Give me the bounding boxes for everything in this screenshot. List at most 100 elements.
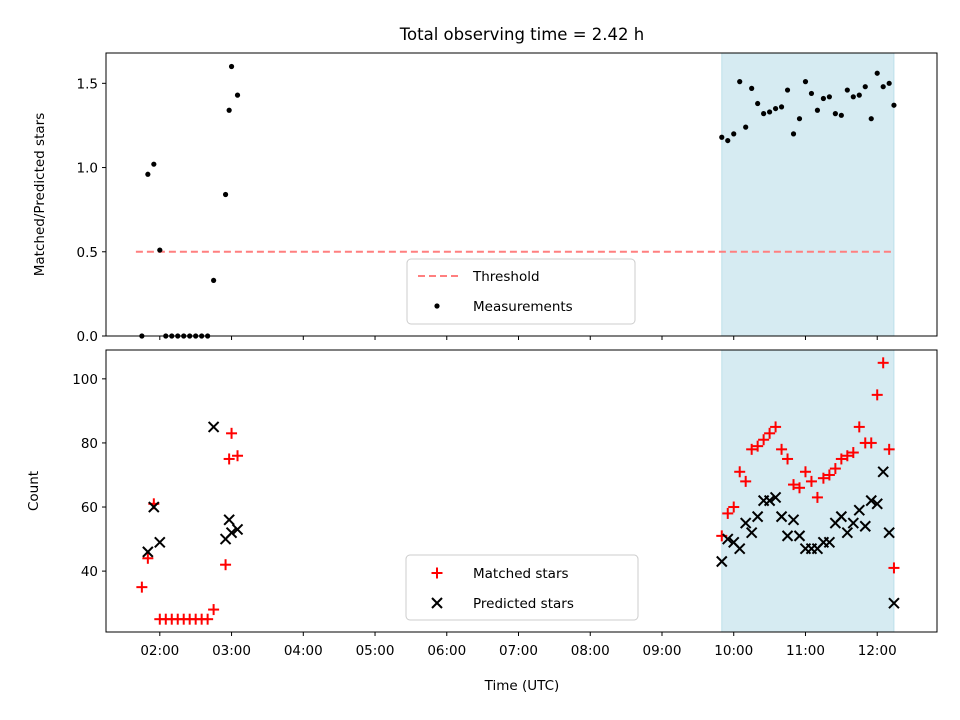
predicted-star-point <box>207 421 220 433</box>
measurement-point <box>808 90 815 97</box>
measurement-point <box>234 92 241 98</box>
measurement-point <box>796 116 803 122</box>
predicted-star-point <box>847 517 860 529</box>
legend-matched-swatch <box>431 567 443 579</box>
measurement-point <box>814 107 821 113</box>
matched-star-point <box>232 450 244 462</box>
bottom-ytick-label: 100 <box>72 372 98 388</box>
matched-star-point <box>835 453 847 465</box>
matched-star-point <box>799 466 811 478</box>
measurement-point <box>862 84 868 90</box>
predicted-star-point <box>223 514 235 526</box>
measurement-point <box>802 79 809 85</box>
measurement-point <box>874 70 880 76</box>
predicted-star-point <box>225 526 238 539</box>
matched-star-point <box>829 463 841 475</box>
top-ytick-label: 1.5 <box>77 76 98 92</box>
predicted-star-point <box>154 536 166 548</box>
measurement-point <box>856 92 862 98</box>
matched-star-point <box>764 427 776 439</box>
measurement-point <box>719 134 725 140</box>
matched-star-point <box>788 479 800 491</box>
xtick-label: 08:00 <box>571 643 610 659</box>
matched-star-point <box>853 421 865 433</box>
matched-star-point <box>758 434 770 446</box>
xtick-label: 05:00 <box>356 643 395 659</box>
measurement-point <box>891 102 897 108</box>
measurement-point <box>886 80 892 86</box>
predicted-star-point <box>793 530 806 542</box>
measurement-point <box>743 124 749 130</box>
measurement-point <box>761 111 767 117</box>
matched-star-point <box>793 482 805 494</box>
matched-star-point <box>734 466 746 478</box>
measurement-point <box>880 84 886 90</box>
predicted-star-point <box>781 530 794 542</box>
top-ytick-label: 0.5 <box>77 245 98 261</box>
matched-star-point <box>740 475 752 487</box>
predicted-star-point <box>231 523 244 536</box>
measurement-point <box>772 105 779 112</box>
predicted-star-point <box>769 491 782 504</box>
measurement-point <box>226 107 232 113</box>
predicted-star-point <box>853 504 865 516</box>
top-legend: Threshold Measurements <box>406 258 636 325</box>
matched-star-point <box>220 559 232 571</box>
xtick-label: 02:00 <box>140 643 179 659</box>
predicted-star-point <box>763 494 776 507</box>
measurement-point <box>826 94 832 100</box>
matched-star-point <box>142 552 154 564</box>
predicted-star-point <box>871 498 883 510</box>
matched-star-point <box>223 453 235 465</box>
matched-star-point <box>722 507 734 519</box>
x-axis-label: Time (UTC) <box>484 678 560 694</box>
measurement-point <box>228 63 235 70</box>
xtick-label: 03:00 <box>212 643 251 659</box>
matched-star-point <box>877 357 889 369</box>
predicted-star-point <box>823 536 836 548</box>
predicted-star-point <box>787 514 800 526</box>
legend-threshold-label: Threshold <box>472 269 540 285</box>
bottom-observing-window <box>721 349 895 633</box>
matched-star-point <box>817 472 829 484</box>
predicted-star-point <box>722 533 734 545</box>
chart-title: Total observing time = 2.42 h <box>399 25 644 44</box>
bottom-ytick-label: 60 <box>81 500 98 516</box>
top-ytick-label: 1.0 <box>77 161 98 177</box>
matched-star-point <box>888 562 900 574</box>
bottom-ytick-label: 80 <box>81 436 98 452</box>
measurement-point <box>749 85 755 91</box>
legend-measurements-label: Measurements <box>473 299 573 315</box>
top-y-axis-label: Matched/Predicted stars <box>32 113 48 276</box>
matched-star-point <box>847 447 859 459</box>
legend-plus-marker <box>431 567 443 579</box>
measurement-point <box>725 137 731 144</box>
measurement-point <box>767 109 773 115</box>
matched-star-point <box>226 427 238 439</box>
legend-measurements-swatch <box>434 303 440 309</box>
predicted-star-point <box>148 501 160 513</box>
predicted-star-point <box>751 510 764 523</box>
predicted-star-point <box>739 517 752 529</box>
legend-predicted-swatch <box>431 597 443 609</box>
measurement-point <box>222 191 229 198</box>
bottom-legend-box <box>405 554 639 621</box>
measurement-point <box>844 87 850 93</box>
bottom-legend: Matched stars Predicted stars <box>405 554 639 621</box>
top-observing-window <box>721 52 895 337</box>
matched-star-point <box>782 453 794 465</box>
matched-star-point <box>752 440 764 452</box>
predicted-star-point <box>775 510 788 523</box>
measurement-point <box>211 277 217 284</box>
predicted-star-point <box>841 526 854 539</box>
matched-star-point <box>728 501 740 513</box>
bottom-ytick-label: 40 <box>81 564 98 580</box>
predicted-star-point <box>835 510 848 523</box>
matched-star-point <box>811 491 823 503</box>
measurement-point <box>755 100 761 107</box>
matched-star-point <box>871 389 883 401</box>
matched-star-point <box>136 581 148 593</box>
xtick-label: 09:00 <box>643 643 682 659</box>
matched-star-point <box>202 613 214 625</box>
measurement-point <box>832 111 838 117</box>
